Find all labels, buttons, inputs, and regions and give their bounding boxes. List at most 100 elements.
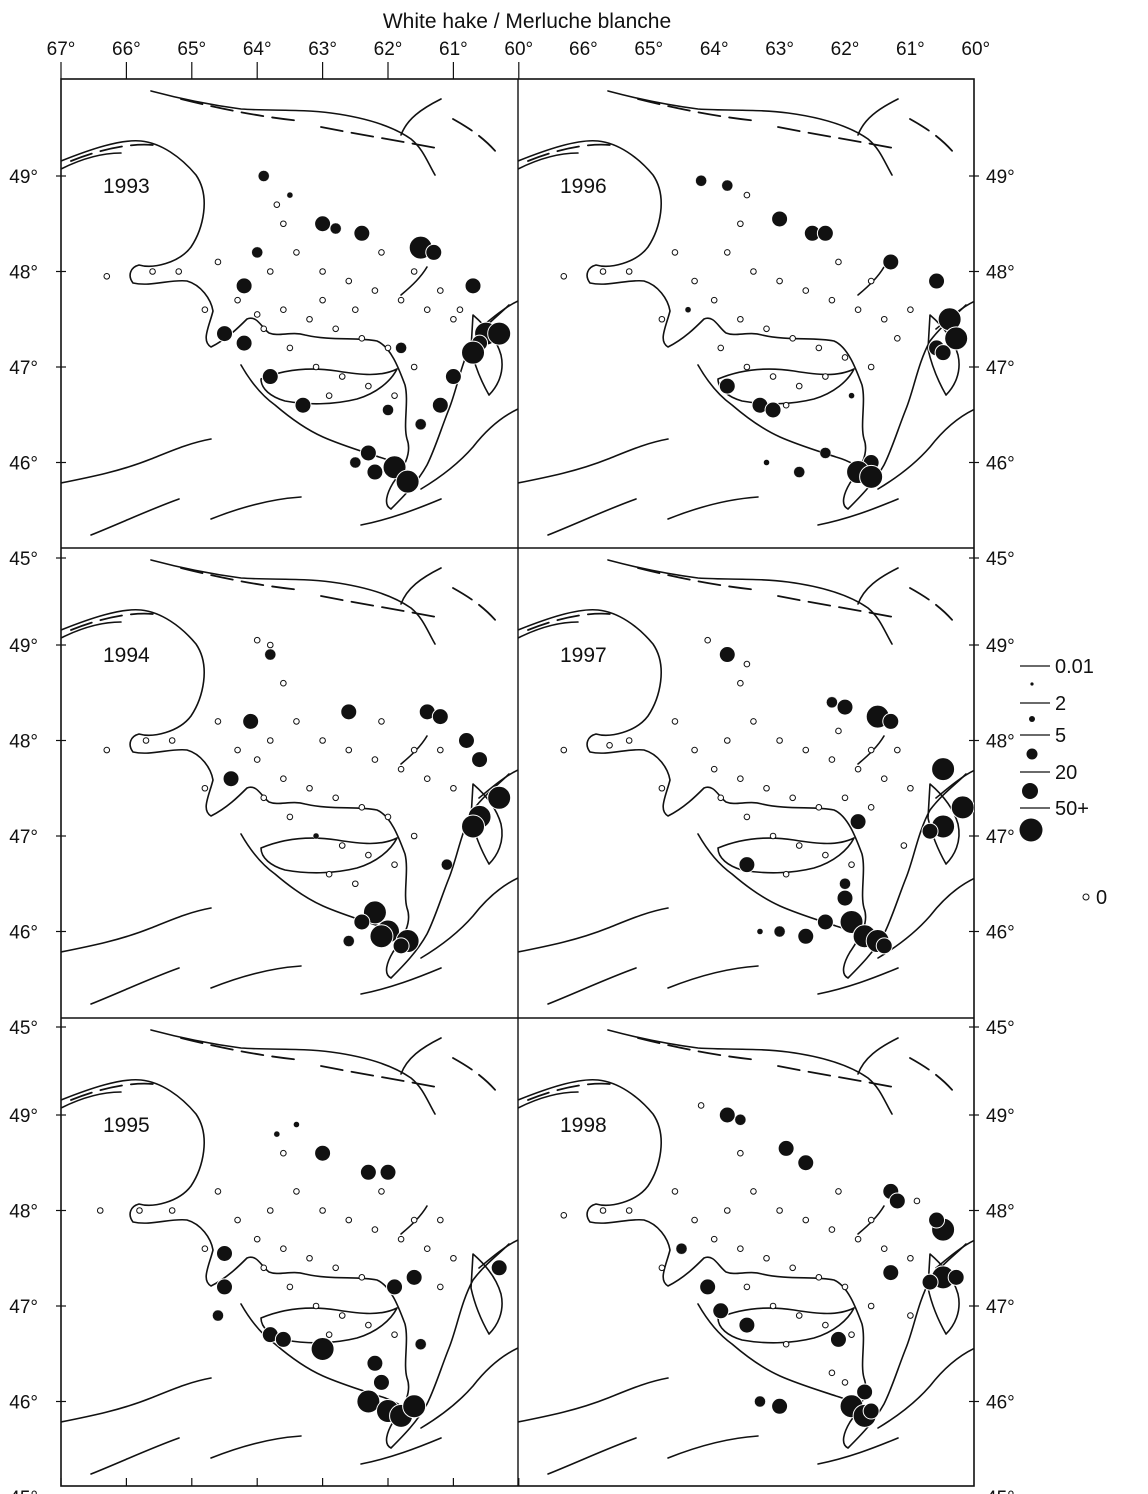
station-zero-catch <box>607 742 613 748</box>
station-zero-catch <box>267 738 273 744</box>
lat-tick-label-right: 45° <box>986 1018 1015 1039</box>
station-zero-catch <box>215 719 221 725</box>
map-panel-1994: 1994 <box>61 560 518 1004</box>
station-zero-catch <box>267 1208 273 1214</box>
station-zero-catch <box>424 307 430 313</box>
station-catch <box>713 1303 729 1319</box>
station-zero-catch <box>267 642 273 648</box>
station-catch <box>462 815 485 838</box>
station-catch <box>373 1374 389 1390</box>
station-catch <box>396 470 419 493</box>
station-zero-catch <box>307 316 313 322</box>
station-catch <box>341 704 357 720</box>
depth-contour-dashed <box>71 568 497 630</box>
lat-tick-label-left: 47° <box>9 358 38 379</box>
station-zero-catch <box>411 269 417 275</box>
station-zero-catch <box>411 833 417 839</box>
panel-year-label: 1996 <box>560 175 607 198</box>
station-zero-catch <box>438 747 444 753</box>
station-zero-catch <box>738 680 744 686</box>
station-zero-catch <box>868 278 874 284</box>
station-catch <box>817 914 833 930</box>
station-zero-catch <box>287 814 293 820</box>
station-zero-catch <box>254 757 260 763</box>
station-zero-catch <box>398 297 404 303</box>
station-zero-catch <box>738 776 744 782</box>
station-catch <box>462 341 485 364</box>
station-zero-catch <box>202 1246 208 1252</box>
lat-tick-label-left: 48° <box>9 263 38 284</box>
station-catch <box>360 445 376 461</box>
station-zero-catch <box>744 364 750 370</box>
station-zero-catch <box>770 833 776 839</box>
station-zero-catch <box>143 738 149 744</box>
station-catch <box>330 223 341 234</box>
station-catch <box>295 397 311 413</box>
lat-tick-label-left: 48° <box>9 1202 38 1223</box>
lon-tick-label: 64° <box>243 39 272 60</box>
station-zero-catch <box>294 250 300 256</box>
north-shore-coastline <box>518 1030 898 1114</box>
legend: 0.01252050+0 <box>1020 656 1108 909</box>
lat-tick-label-left: 45° <box>9 1488 38 1494</box>
lat-tick-label-right: 46° <box>986 454 1015 475</box>
station-catch <box>764 460 770 466</box>
station-zero-catch <box>600 1208 606 1214</box>
station-zero-catch <box>169 738 175 744</box>
legend-label: 50+ <box>1055 798 1089 820</box>
lat-tick-label-left: 45° <box>9 549 38 570</box>
station-zero-catch <box>366 383 372 389</box>
station-zero-catch <box>783 402 789 408</box>
station-zero-catch <box>254 637 260 643</box>
legend-symbol <box>1027 749 1038 760</box>
station-zero-catch <box>326 393 332 399</box>
station-catch <box>236 335 252 351</box>
station-catch <box>393 938 409 954</box>
station-catch <box>387 1279 403 1295</box>
station-zero-catch <box>313 364 319 370</box>
lon-tick-label: 63° <box>308 39 337 60</box>
station-zero-catch <box>451 316 457 322</box>
lon-tick-label: 60° <box>504 39 533 60</box>
station-zero-catch <box>261 795 267 801</box>
lat-tick-label-right: 49° <box>986 636 1015 657</box>
station-zero-catch <box>816 345 822 351</box>
depth-contour-dashed <box>528 1038 954 1100</box>
station-zero-catch <box>398 1236 404 1242</box>
station-catch <box>676 1243 687 1254</box>
station-catch <box>354 914 370 930</box>
station-zero-catch <box>411 364 417 370</box>
station-catch <box>236 278 252 294</box>
station-zero-catch <box>235 1217 241 1223</box>
station-zero-catch <box>626 1208 632 1214</box>
lat-tick-label-left: 47° <box>9 827 38 848</box>
station-zero-catch <box>790 336 796 342</box>
station-catch <box>849 393 855 399</box>
prince-edward-island <box>718 838 854 873</box>
station-zero-catch <box>777 738 783 744</box>
station-zero-catch <box>353 307 359 313</box>
station-zero-catch <box>261 326 267 332</box>
station-zero-catch <box>744 192 750 198</box>
station-catch <box>432 709 448 725</box>
station-zero-catch <box>169 1208 175 1214</box>
station-catch <box>311 1337 334 1360</box>
station-catch <box>458 733 474 749</box>
station-catch <box>354 225 370 241</box>
station-zero-catch <box>796 843 802 849</box>
station-zero-catch <box>823 374 829 380</box>
station-zero-catch <box>281 1246 287 1252</box>
station-catch <box>287 192 293 198</box>
station-zero-catch <box>836 1189 842 1195</box>
station-zero-catch <box>790 795 796 801</box>
station-zero-catch <box>281 221 287 227</box>
station-zero-catch <box>692 278 698 284</box>
lon-tick-label: 66° <box>569 39 598 60</box>
station-catch <box>765 402 781 418</box>
station-catch <box>406 1269 422 1285</box>
north-shore-coastline <box>518 91 898 175</box>
station-catch <box>212 1310 223 1321</box>
station-zero-catch <box>744 814 750 820</box>
station-zero-catch <box>600 269 606 275</box>
lon-tick-label: 62° <box>831 39 860 60</box>
